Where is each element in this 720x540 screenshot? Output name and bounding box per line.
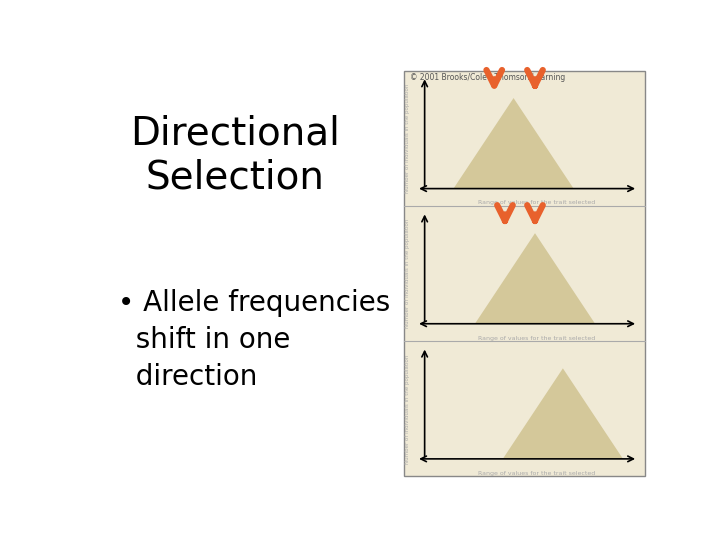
Polygon shape (503, 368, 623, 459)
Text: Number of individuals in the population: Number of individuals in the population (405, 219, 410, 328)
Text: • Allele frequencies
  shift in one
  direction: • Allele frequencies shift in one direct… (118, 289, 390, 391)
Polygon shape (454, 98, 574, 188)
Text: Range of values for the trait selected: Range of values for the trait selected (478, 200, 595, 206)
Text: Number of individuals in the population: Number of individuals in the population (405, 354, 410, 463)
Polygon shape (475, 233, 595, 324)
Text: Range of values for the trait selected: Range of values for the trait selected (478, 336, 595, 341)
FancyBboxPatch shape (404, 71, 645, 476)
Text: © 2001 Brooks/Cole - Thomson Learning: © 2001 Brooks/Cole - Thomson Learning (410, 73, 565, 82)
Text: Directional
Selection: Directional Selection (130, 114, 340, 197)
Text: Range of values for the trait selected: Range of values for the trait selected (478, 471, 595, 476)
Text: Number of individuals in the population: Number of individuals in the population (405, 84, 410, 193)
